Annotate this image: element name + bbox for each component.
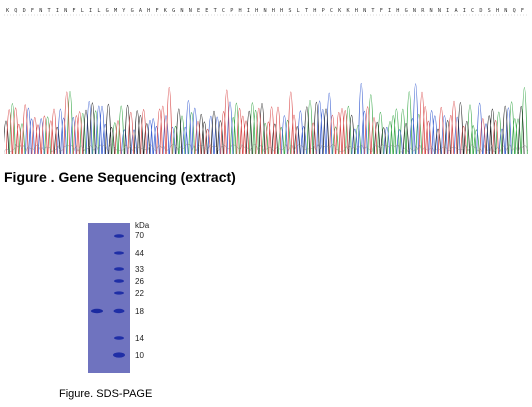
marker-22: 22 xyxy=(135,289,144,298)
ladder-band-44 xyxy=(114,251,124,255)
marker-26: 26 xyxy=(135,277,144,286)
trace-C xyxy=(25,83,512,155)
marker-70: 70 xyxy=(135,231,144,240)
marker-44: 44 xyxy=(135,249,144,258)
trace-G xyxy=(4,101,525,155)
marker-14: 14 xyxy=(135,334,144,343)
ladder-band-26 xyxy=(114,279,124,283)
trace-A xyxy=(9,87,528,155)
unit-label: kDa xyxy=(135,221,150,230)
baseline-noise xyxy=(4,143,528,154)
ladder-band-22 xyxy=(114,291,124,295)
sds-page-figure-caption: Figure. SDS-PAGE xyxy=(59,388,153,400)
marker-10: 10 xyxy=(135,351,144,360)
ladder-band-70 xyxy=(114,234,124,238)
trace-T xyxy=(5,87,499,155)
ladder-band-33 xyxy=(114,267,124,271)
gel-bands xyxy=(91,234,125,358)
ladder-bands xyxy=(113,234,125,358)
marker-labels: kDa 70 44 33 26 22 18 14 10 xyxy=(135,222,175,372)
ladder-band-14 xyxy=(114,336,124,340)
sds-page-gel-image xyxy=(88,223,130,373)
residue-header: K Q D F N T I N F L I L G M Y G A H F K … xyxy=(6,8,524,14)
ladder-band-18 xyxy=(113,308,125,314)
marker-18: 18 xyxy=(135,307,144,316)
sequencing-figure-caption: Figure . Gene Sequencing (extract) xyxy=(4,169,236,185)
marker-33: 33 xyxy=(135,265,144,274)
ladder-band-10 xyxy=(113,352,125,358)
sequencing-chromatogram: K Q D F N T I N F L I L G M Y G A H F K … xyxy=(4,8,528,155)
sample-band xyxy=(91,308,103,314)
